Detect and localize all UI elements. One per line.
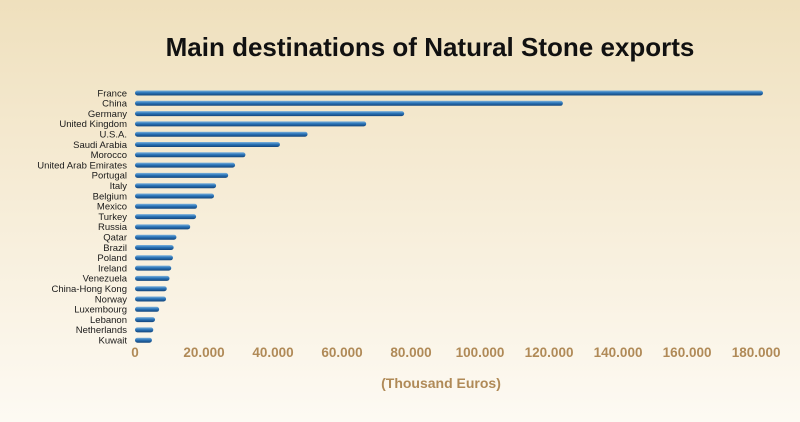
category-label-russia: Russia [98, 222, 128, 233]
bars-group [135, 90, 763, 343]
category-label-mexico: Mexico [97, 202, 127, 213]
bar-kuwait [135, 337, 152, 343]
bar-portugal [135, 172, 229, 178]
x-tick-label: 100.000 [456, 345, 505, 360]
category-label-saudi-arabia: Saudi Arabia [73, 140, 128, 151]
category-label-belgium: Belgium [93, 191, 127, 202]
category-label-qatar: Qatar [103, 233, 127, 244]
category-label-germany: Germany [88, 109, 127, 120]
category-label-morocco: Morocco [91, 150, 127, 161]
category-label-lebanon: Lebanon [90, 315, 127, 326]
bar-lebanon [135, 317, 156, 323]
category-label-netherlands: Netherlands [76, 325, 127, 336]
chart-title: Main destinations of Natural Stone expor… [165, 32, 695, 62]
bar-u-s-a [135, 131, 308, 137]
category-label-china-hong-kong: China-Hong Kong [51, 284, 127, 295]
x-tick-label: 80.000 [390, 345, 431, 360]
bar-united-arab-emirates [135, 162, 236, 168]
bar-russia [135, 224, 191, 230]
bar-norway [135, 296, 167, 302]
x-tick-label: 0 [131, 345, 139, 360]
x-tick-label: 120.000 [525, 345, 574, 360]
category-label-luxembourg: Luxembourg [74, 305, 127, 316]
bar-saudi-arabia [135, 142, 280, 147]
bar-china-hong-kong [135, 286, 167, 292]
category-label-france: France [97, 88, 127, 99]
bar-luxembourg [135, 306, 160, 312]
category-label-poland: Poland [97, 253, 127, 264]
bar-france [135, 90, 763, 96]
bar-turkey [135, 214, 197, 220]
category-label-venezuela: Venezuela [83, 274, 128, 285]
bar-italy [135, 183, 217, 189]
x-tick-label: 20.000 [183, 345, 224, 360]
category-label-portugal: Portugal [92, 171, 127, 182]
bar-poland [135, 255, 173, 261]
bar-morocco [135, 152, 246, 158]
category-label-kuwait: Kuwait [98, 336, 127, 347]
category-label-china: China [102, 99, 128, 110]
category-label-turkey: Turkey [98, 212, 127, 223]
x-axis-ticks: 0 20.000 40.000 60.000 80.000 100.000 120.000 1… [131, 345, 780, 360]
bar-china [135, 100, 563, 106]
bar-venezuela [135, 275, 170, 281]
bar-mexico [135, 203, 198, 209]
x-tick-label: 60.000 [321, 345, 362, 360]
bar-ireland [135, 265, 172, 271]
category-label-ireland: Ireland [98, 263, 127, 274]
category-label-norway: Norway [95, 294, 127, 305]
bar-qatar [135, 234, 177, 240]
bar-netherlands [135, 327, 154, 333]
bar-brazil [135, 245, 174, 250]
bar-united-kingdom [135, 121, 367, 127]
category-label-united-arab-emirates: United Arab Emirates [37, 160, 127, 171]
x-axis-label: (Thousand Euros) [381, 375, 501, 391]
x-tick-label: 40.000 [252, 345, 293, 360]
category-label-brazil: Brazil [103, 243, 127, 254]
category-label-italy: Italy [110, 181, 128, 192]
bar-belgium [135, 193, 215, 199]
category-label-u-s-a: U.S.A. [100, 130, 127, 141]
x-tick-label: 140.000 [594, 345, 643, 360]
x-tick-label: 160.000 [663, 345, 712, 360]
bar-germany [135, 111, 405, 117]
category-label-united-kingdom: United Kingdom [59, 119, 127, 130]
x-tick-label: 180.000 [732, 345, 781, 360]
